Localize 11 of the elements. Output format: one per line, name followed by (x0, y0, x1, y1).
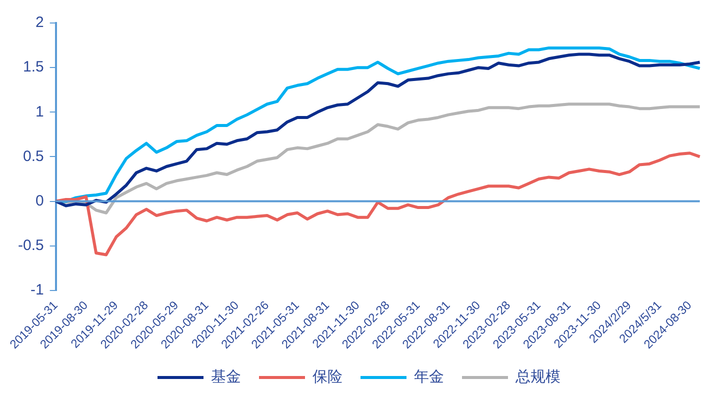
legend-label: 保险 (312, 368, 342, 386)
y-tick-label: 1 (36, 103, 44, 120)
y-tick-label: 2 (36, 14, 44, 32)
y-tick-label: -0.5 (18, 236, 44, 254)
y-tick-label: 0 (36, 192, 44, 210)
y-tick-label: 0.5 (22, 148, 44, 165)
y-tick-label: -1 (30, 282, 44, 299)
legend-label: 基金 (211, 368, 241, 386)
y-tick-label: 1.5 (22, 58, 44, 76)
legend-label: 年金 (414, 368, 444, 386)
legend-label: 总规模 (514, 368, 560, 386)
